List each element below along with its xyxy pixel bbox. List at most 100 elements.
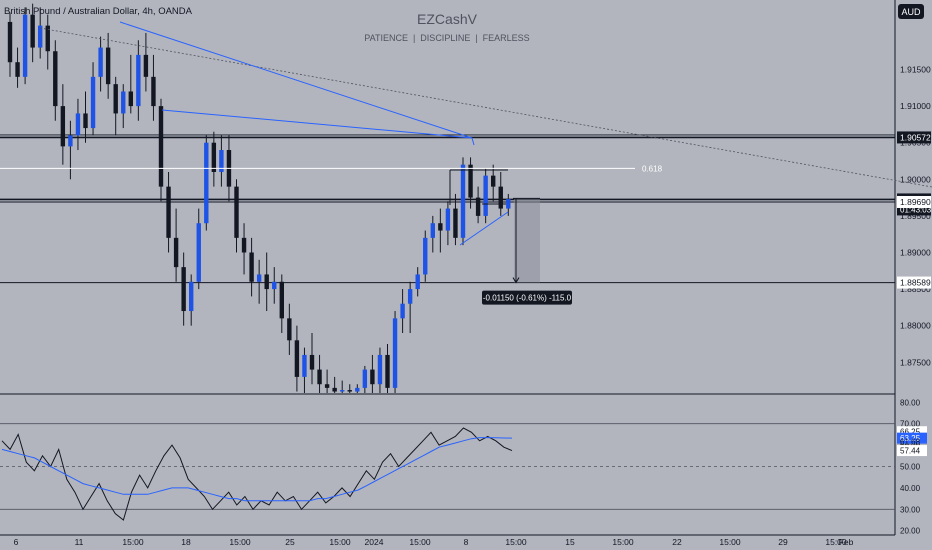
rsi-tick-6: 20.00 [900,527,921,536]
trendline-rising-wedge[interactable] [459,211,509,246]
price-tag-2[interactable]: 1.89690 [897,195,931,208]
drawings[interactable]: 0.618 -0.01150 (-0.61%) -115.0 [0,21,932,305]
time-tick-8: 15:00 [409,537,431,547]
candle-body-40 [309,354,315,370]
candle-body-6 [53,51,58,107]
candle-body-27 [211,142,217,172]
candle-body-39 [302,354,307,377]
rsi-tag-label-1: 63.25 [900,434,921,443]
horizontal-levels[interactable] [0,134,895,284]
rsi-tick-1: 70.00 [900,420,921,429]
price-tag-bg-0 [897,131,931,144]
time-tick-6: 15:00 [329,537,351,547]
candle-body-38 [294,340,300,377]
candle-body-51 [392,318,398,388]
candle-body-43 [332,387,337,392]
candle-body-15 [121,91,126,114]
candle-body-10 [83,113,88,129]
rsi-tag-label-2: 61.68 [900,437,921,446]
candle-body-30 [234,186,239,238]
price-tag-countdown-1: 01:43:03 [900,205,932,214]
time-tick-7: 2024 [365,537,384,547]
time-tick-5: 25 [285,537,295,547]
candle-body-12 [98,47,103,77]
candle-body-2 [22,14,28,77]
candle-body-59 [453,208,458,238]
candle-body-11 [90,76,96,129]
price-tick-0: 1.91500 [900,65,931,75]
candle-body-56 [430,223,435,238]
time-tick-3: 18 [181,537,191,547]
price-tag-0[interactable]: 1.90572 [897,131,931,144]
price-tick-4: 1.89500 [900,211,931,221]
price-tag-label-3: 1.88589 [900,278,931,288]
candle-body-64 [491,175,496,187]
time-tick-4: 15:00 [229,537,251,547]
price-axis[interactable]: 1.915001.910001.905001.900001.895001.890… [897,65,932,368]
candle-body-49 [377,354,383,385]
time-tick-15: 29 [778,537,788,547]
price-tick-7: 1.88000 [900,321,931,331]
rsi-tick-3: 50.00 [900,463,921,472]
time-tick-12: 15:00 [612,537,634,547]
candle-body-26 [204,142,209,224]
candle-body-14 [113,84,118,114]
candle-body-25 [196,223,201,282]
trendline-upper[interactable] [119,21,473,139]
candle-body-44 [340,390,345,392]
candle-body-1 [15,62,20,77]
rsi-tick-5: 30.00 [900,505,921,514]
candle-body-3 [30,14,35,48]
trendline-channel[interactable] [161,109,475,146]
rsi-ma-line[interactable] [1,437,513,502]
price-tick-5: 1.89000 [900,247,931,257]
candle-body-66 [506,199,511,209]
rsi-tick-4: 40.00 [900,484,921,493]
candle-body-22 [173,237,179,268]
candle-body-34 [264,274,269,290]
time-tick-1: 11 [75,537,84,547]
time-axis[interactable]: 6 11 15:00 18 15:00 25 15:00 2024 15:00 8 15:00 15 1… [14,537,854,547]
price-tag-bg-2 [897,195,931,208]
rsi-line[interactable] [1,427,513,521]
currency-button[interactable]: AUD [898,4,924,19]
candle-body-5 [45,25,50,52]
candle-body-17 [136,54,141,107]
time-tick-10: 15:00 [505,537,527,547]
measure-box[interactable] [514,198,540,283]
rsi-tag-2[interactable]: 61.68 [900,437,921,446]
rsi-pane[interactable]: 80.0070.0060.0050.0040.0030.0020.0066.25… [0,398,927,536]
measure-label[interactable]: -0.01150 (-0.61%) -115.0 [482,290,572,305]
time-tick-13: 22 [672,537,682,547]
fib-0618-label: 0.618 [642,164,663,173]
candle-body-55 [423,237,428,275]
price-tick-3: 1.90000 [900,174,931,184]
rsi-tag-0[interactable]: 66.25 [897,426,927,438]
candle-body-57 [438,223,443,231]
rsi-tag-3[interactable]: 57.44 [897,445,927,457]
price-tick-8: 1.87500 [900,357,931,367]
candle-body-45 [347,390,352,392]
price-tag-3[interactable]: 1.88589 [897,276,931,289]
descending-dotted-trendline[interactable] [39,27,932,188]
rsi-tag-label-3: 57.44 [900,447,921,456]
time-tick-0: 6 [14,537,19,547]
candle-body-9 [75,113,81,136]
time-tick-11: 15 [565,537,575,547]
candle-body-62 [475,197,481,216]
candle-body-41 [317,369,322,385]
candle-body-28 [219,150,224,172]
candle-body-42 [324,384,330,388]
candle-body-53 [407,289,413,304]
candle-body-23 [181,267,186,312]
candle-body-52 [400,303,405,319]
candle-body-4 [38,25,43,48]
candle-body-20 [158,106,164,187]
rsi-tag-1[interactable]: 63.25 [897,432,927,444]
price-tick-1: 1.91000 [900,101,931,111]
time-tick-14: 15:00 [719,537,741,547]
currency-button-label: AUD [901,7,921,17]
gridlines [0,0,896,536]
candle-body-46 [355,387,360,392]
